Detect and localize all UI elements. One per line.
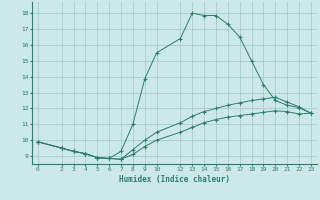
X-axis label: Humidex (Indice chaleur): Humidex (Indice chaleur)	[119, 175, 230, 184]
